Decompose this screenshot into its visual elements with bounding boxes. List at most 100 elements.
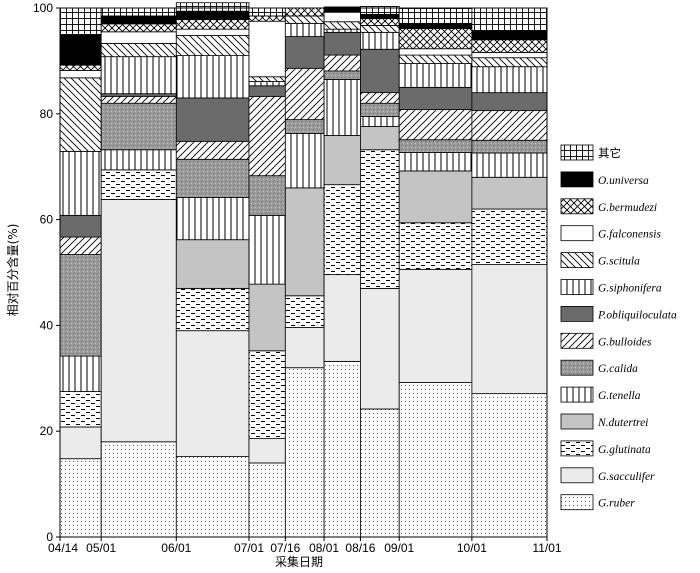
x-tick-label: 07/16 [270, 541, 300, 555]
legend-label: N.dutertrei [597, 417, 648, 429]
segment-n-dutertrei [398, 170, 473, 224]
segment-g-sacculifer [284, 327, 325, 369]
segment-p-obliquiloculata [398, 86, 473, 110]
segment-g-tenella [323, 79, 361, 136]
segment-g-scitula [175, 35, 250, 57]
segment-g-siphonifera [398, 63, 473, 88]
legend-item-g-bermudezi: G.bermudezi [560, 198, 657, 215]
segment-g-scitula [248, 76, 286, 82]
legend-label: G.tenella [598, 390, 641, 402]
legend-label: G.scitula [598, 256, 640, 268]
segment-g-bermudezi [471, 39, 548, 53]
segment-g-bulloides [323, 54, 361, 72]
segment-n-dutertrei [284, 187, 325, 297]
segment-g-bulloides [248, 95, 286, 177]
segment-g-tenella [471, 152, 548, 178]
segment-o-universa [100, 15, 177, 25]
legend-label: G.ruber [598, 498, 635, 510]
y-tick-label: 100 [33, 1, 53, 15]
segment-g-glutinata [398, 222, 473, 270]
y-tick-label: 80 [40, 107, 54, 121]
segment-o-universa [360, 13, 400, 19]
legend-swatch [560, 359, 594, 376]
legend-label: G.falconensis [598, 229, 661, 241]
segment-p-obliquiloculata [175, 97, 250, 142]
segment-g-calida [398, 139, 473, 153]
segment-g-tenella [100, 149, 177, 171]
legend-swatch [560, 198, 594, 215]
segment-g-bulloides [284, 67, 325, 121]
segment-g-scitula [100, 43, 177, 58]
segment-g-bulloides [59, 236, 102, 255]
segment-g-bulloides [175, 140, 250, 160]
segment-g-siphonifera [323, 28, 361, 33]
segment-g-calida [284, 119, 325, 134]
segment-g-tenella [248, 214, 286, 285]
segment-g-glutinata [248, 350, 286, 440]
segment-g-bermudezi [100, 23, 177, 33]
segment-g-calida [471, 139, 548, 154]
legend-label: O.universa [598, 175, 649, 187]
segment-g-sacculifer [323, 274, 361, 362]
segment-g-bulloides [398, 109, 473, 141]
segment-o-universa [471, 30, 548, 41]
segment-g-tenella [284, 132, 325, 189]
x-tick-label: 07/01 [234, 541, 264, 555]
segment-p-obliquiloculata [323, 31, 361, 56]
bar-2 [175, 2, 250, 538]
segment-g-sacculifer [100, 199, 177, 443]
segment-n-dutertrei [471, 176, 548, 210]
segment-g-ruber [248, 462, 286, 538]
segment-g-bermudezi [284, 7, 325, 17]
segment-o-universa [398, 22, 473, 30]
x-tick-label: 06/01 [161, 541, 191, 555]
segment-n-dutertrei [323, 135, 361, 186]
bar-0 [59, 7, 102, 538]
segment-g-scitula [323, 21, 361, 30]
segment-g-siphonifera [59, 150, 102, 216]
legend-label: G.sacculifer [598, 471, 655, 483]
segment-o-universa [59, 34, 102, 66]
segment-other [248, 7, 286, 17]
segment-g-glutinata [100, 169, 177, 200]
segment-g-tenella [360, 116, 400, 127]
x-tick-label: 09/01 [384, 541, 414, 555]
segment-g-glutinata [471, 208, 548, 265]
legend: 其它 O.universa G.bermudezi G.falconensis G.sc… [560, 144, 677, 511]
segment-n-dutertrei [360, 126, 400, 151]
legend-swatch [560, 440, 594, 457]
legend-label: G.glutinata [598, 444, 651, 456]
segment-g-siphonifera [360, 31, 400, 50]
bars-layer [59, 2, 548, 538]
legend-label: G.bulloides [598, 336, 652, 348]
segment-g-calida [175, 158, 250, 198]
legend-swatch [560, 305, 594, 322]
segment-g-glutinata [323, 184, 361, 276]
legend-label: G.siphonifera [598, 283, 662, 295]
segment-g-bermudezi [248, 15, 286, 22]
segment-p-obliquiloculata [284, 36, 325, 69]
segment-other [398, 8, 473, 24]
segment-g-bermudezi [398, 28, 473, 50]
x-tick-label: 05/01 [86, 541, 116, 555]
segment-g-glutinata [175, 287, 250, 332]
segment-g-ruber [360, 408, 400, 538]
segment-g-ruber [398, 382, 473, 538]
segment-g-bulloides [100, 95, 177, 104]
segment-g-calida [100, 102, 177, 151]
segment-g-ruber [175, 456, 250, 538]
segment-g-ruber [100, 441, 177, 538]
segment-g-siphonifera [100, 56, 177, 95]
segment-g-scitula [360, 25, 400, 33]
legend-label: 其它 [598, 146, 621, 160]
bar-6 [360, 6, 400, 538]
segment-n-dutertrei [175, 239, 250, 289]
segment-g-siphonifera [471, 66, 548, 94]
legend-swatch [560, 171, 594, 188]
legend-item-other: 其它 [560, 144, 621, 161]
segment-g-scitula [59, 77, 102, 152]
legend-item-g-calida: G.calida [560, 359, 638, 376]
segment-g-falconensis [248, 20, 286, 78]
legend-item-g-scitula: G.scitula [560, 252, 640, 269]
